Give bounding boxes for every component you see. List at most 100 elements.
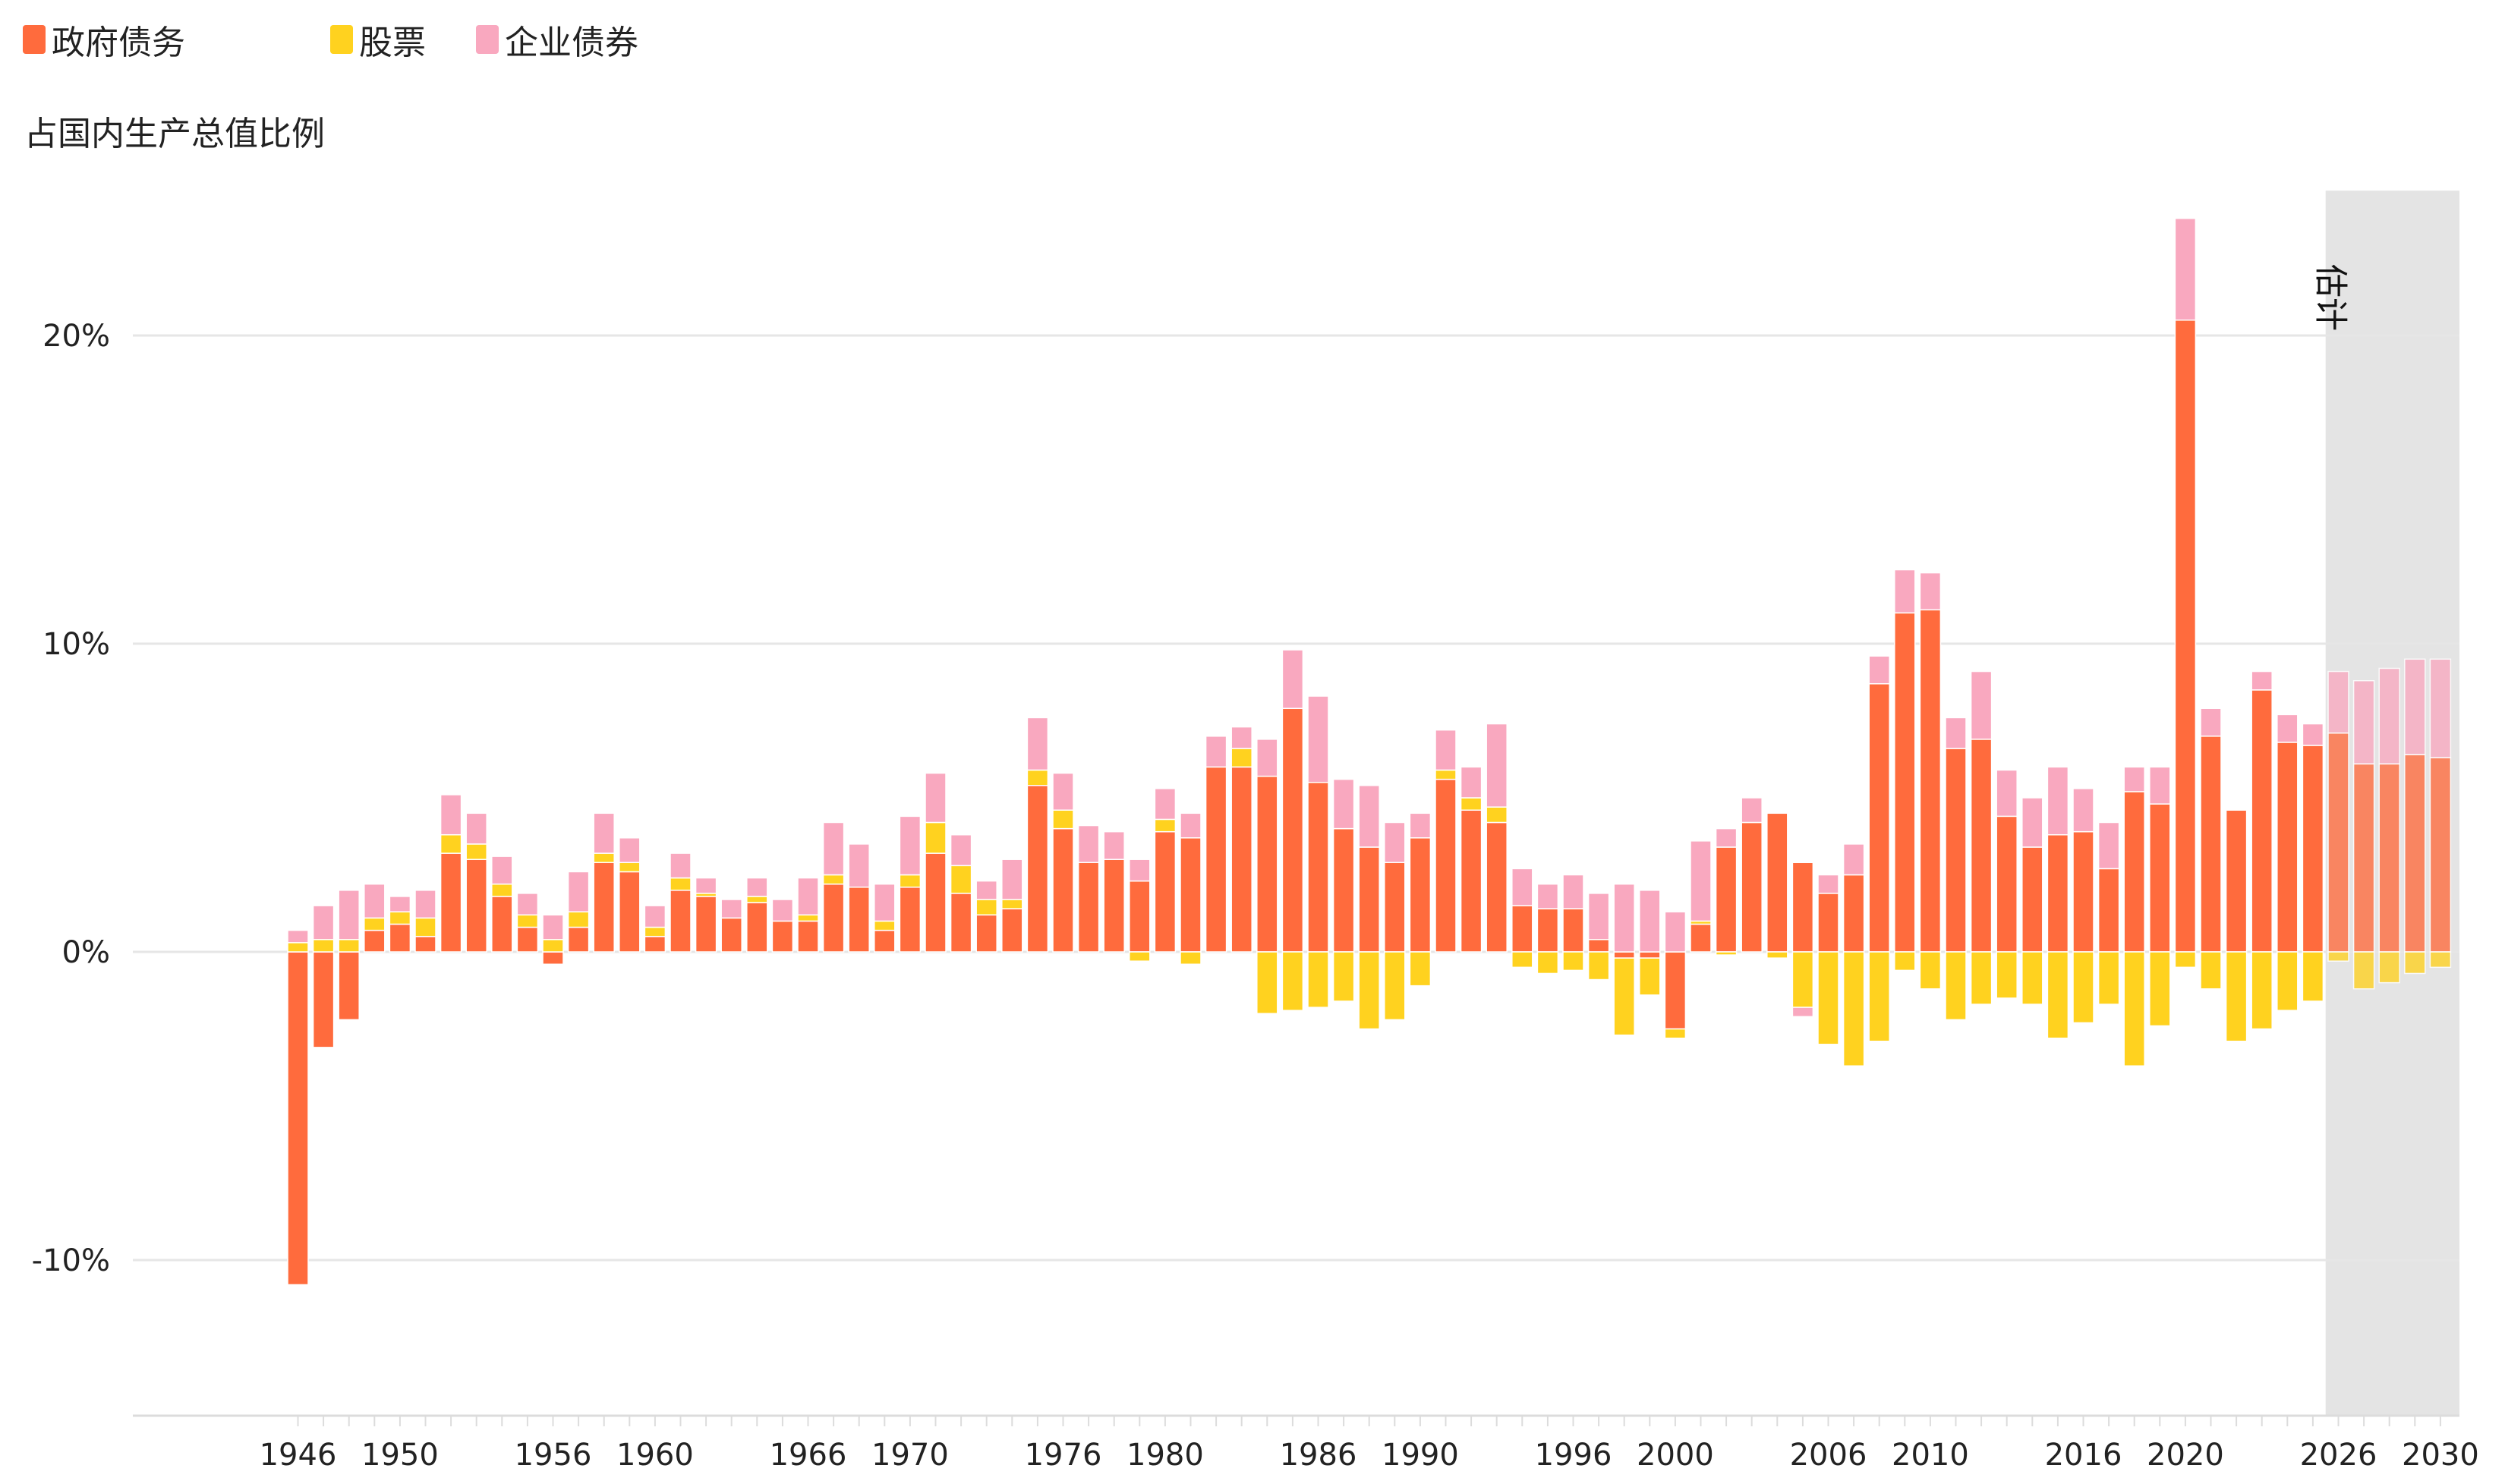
- bar-segment: [1129, 951, 1151, 962]
- bar-segment: [644, 935, 666, 953]
- legend-swatch-equities: [330, 25, 353, 54]
- bar-segment: [1001, 859, 1023, 900]
- bar-segment: [1154, 830, 1177, 953]
- bar-segment: [1026, 769, 1049, 786]
- bar-group-1965: [771, 899, 794, 953]
- bar-segment: [1715, 827, 1738, 848]
- bar-group-2017: [2097, 821, 2120, 1005]
- bar-segment: [1154, 788, 1177, 821]
- bar-segment: [593, 862, 615, 953]
- bar-segment: [874, 920, 896, 931]
- bar-group-2000: [1664, 911, 1687, 1039]
- bar-segment: [1307, 695, 1329, 783]
- bar-group-2016: [2072, 788, 2094, 1024]
- bar-segment: [1103, 859, 1125, 953]
- bar-group-2023: [2251, 670, 2273, 1030]
- bar-segment: [2352, 679, 2375, 765]
- bar-segment: [2174, 951, 2197, 969]
- bar-segment: [1894, 951, 1916, 972]
- bar-group-1959: [619, 837, 641, 953]
- bar-segment: [542, 914, 564, 940]
- bar-segment: [1001, 908, 1023, 953]
- bar-segment: [797, 914, 819, 922]
- bar-segment: [1230, 766, 1252, 953]
- bar-segment: [516, 914, 539, 928]
- bar-segment: [899, 874, 922, 888]
- bar-segment: [2149, 803, 2171, 953]
- bar-group-1985: [1281, 649, 1304, 1011]
- bar-group-1992: [1460, 766, 1483, 953]
- legend-swatch-government-debt: [23, 25, 46, 54]
- bar-segment: [1868, 951, 1890, 1042]
- x-tick-label: 1960: [616, 1438, 694, 1473]
- bar-segment: [797, 920, 819, 953]
- bar-segment: [1970, 670, 1993, 740]
- x-tick-label: 2006: [1790, 1438, 1867, 1473]
- bar-segment: [1409, 951, 1432, 987]
- bar-segment: [2302, 951, 2324, 1002]
- bar-segment: [1894, 612, 1916, 953]
- bar-group-2006: [1817, 874, 1839, 1045]
- bar-segment: [2047, 951, 2069, 1039]
- bar-segment: [1511, 951, 1533, 969]
- bar-segment: [567, 911, 590, 928]
- bar-segment: [465, 843, 487, 860]
- bar-segment: [1026, 717, 1049, 771]
- bar-segment: [2378, 667, 2400, 765]
- bar-segment: [567, 926, 590, 953]
- bar-group-1997: [1587, 893, 1610, 981]
- bar-segment: [2097, 868, 2120, 953]
- bar-segment: [2277, 951, 2299, 1011]
- bar-segment: [1052, 772, 1074, 811]
- bar-segment: [338, 939, 360, 953]
- bar-segment: [1562, 874, 1584, 909]
- bar-segment: [1281, 649, 1304, 710]
- legend-item-equities: 股票: [330, 17, 426, 62]
- bar-segment: [1945, 717, 1967, 749]
- bar-segment: [542, 951, 564, 965]
- bar-group-1948: [338, 890, 360, 1021]
- bar-group-1994: [1511, 868, 1533, 969]
- bar-segment: [771, 899, 794, 922]
- bar-segment: [2327, 951, 2349, 962]
- bar-group-1983: [1230, 726, 1252, 953]
- bar-segment: [1435, 729, 1457, 771]
- bar-segment: [2123, 766, 2145, 792]
- bar-group-2021: [2200, 707, 2222, 990]
- bar-segment: [2327, 670, 2349, 734]
- bar-segment: [2047, 833, 2069, 953]
- bar-segment: [1970, 951, 1993, 1005]
- bar-segment: [491, 855, 513, 885]
- bar-group-2026: [2327, 670, 2349, 962]
- bar-group-1971: [925, 772, 947, 953]
- x-tick-label: 1950: [361, 1438, 439, 1473]
- bar-group-1981: [1180, 812, 1202, 965]
- bar-segment: [1511, 905, 1533, 953]
- x-tick-label: 1946: [260, 1438, 337, 1473]
- bar-segment: [312, 905, 335, 940]
- bar-group-2004: [1766, 812, 1788, 959]
- bar-segment: [389, 896, 411, 912]
- bar-group-1978: [1103, 830, 1125, 953]
- bar-group-1956: [542, 914, 564, 965]
- bar-group-2025: [2302, 723, 2324, 1002]
- bar-group-1946: [287, 929, 309, 1286]
- bar-segment: [1052, 809, 1074, 830]
- bar-segment: [822, 821, 845, 876]
- bar-segment: [1664, 951, 1687, 1030]
- bar-segment: [950, 833, 972, 867]
- bar-segment: [720, 917, 742, 953]
- bar-group-1949: [364, 883, 386, 953]
- bar-segment: [644, 926, 666, 937]
- bar-segment: [848, 843, 870, 888]
- bar-segment: [389, 911, 411, 925]
- bar-group-2001: [1690, 840, 1712, 953]
- legend-swatch-corporate-bonds: [476, 25, 499, 54]
- bar-segment: [619, 871, 641, 953]
- bar-group-1995: [1536, 883, 1559, 975]
- bar-segment: [2097, 951, 2120, 1005]
- bar-segment: [2404, 658, 2426, 755]
- bar-group-2012: [1970, 670, 1993, 1005]
- bar-segment: [1435, 778, 1457, 953]
- bar-segment: [1256, 951, 1278, 1014]
